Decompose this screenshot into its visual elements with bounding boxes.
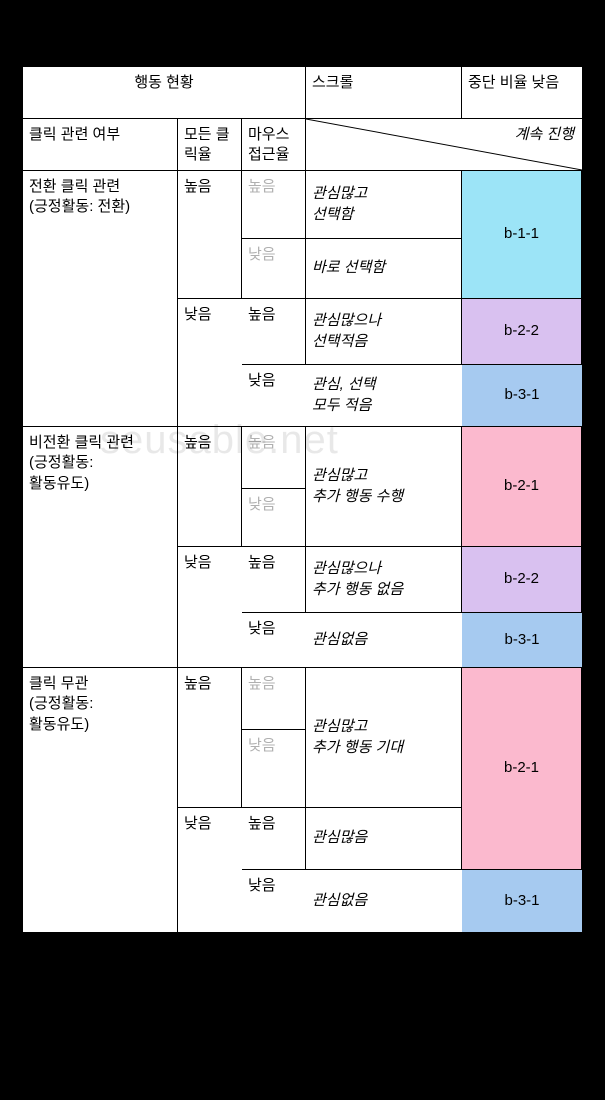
hdr-scroll-text: 스크롤: [312, 73, 455, 93]
mouse-level-text: 낮음: [248, 245, 299, 265]
group-row: 클릭 무관 (긍정활동: 활동유도)높음낮음높음낮음높음낮음관심많고 추가 행동…: [23, 668, 582, 932]
group-title: 전환 클릭 관련 (긍정활동: 전환): [29, 177, 171, 218]
click-level-high: 높음: [178, 427, 242, 547]
mouse-level-text: 높음: [248, 814, 299, 834]
click-level-high-text: 높음: [184, 674, 235, 694]
desc-cell-text: 관심많음: [312, 828, 455, 848]
mouse-level: 낮음: [242, 365, 306, 427]
hdr-click-rate-text: 모든 클릭율: [184, 125, 235, 166]
hdr-abort-text: 중단 비율 낮음: [468, 73, 576, 93]
mouse-level: 높음: [242, 547, 306, 613]
desc-cell: 관심없음: [306, 613, 462, 668]
desc-cell-text: 관심많으나 추가 행동 없음: [312, 559, 455, 600]
tag-cell-text: b-3-1: [504, 630, 539, 650]
hdr-continue-text: 계속 진행: [515, 125, 574, 145]
tag-cell-text: b-2-2: [504, 569, 539, 589]
group-title: 클릭 무관 (긍정활동: 활동유도): [29, 674, 171, 735]
desc-cell-text: 관심, 선택 모두 적음: [312, 375, 456, 416]
tag-cell-text: b-3-1: [504, 891, 539, 911]
click-level-high-text: 높음: [184, 433, 235, 453]
desc-cell-text: 관심없음: [312, 630, 456, 650]
desc-cell: 바로 선택함: [306, 239, 462, 299]
hdr-click-related: 클릭 관련 여부: [23, 119, 178, 171]
mouse-level-text: 높음: [248, 674, 299, 694]
hdr-mouse-text: 마우스 접근율: [248, 125, 299, 166]
mouse-level: 낮음: [242, 239, 306, 299]
group-row: 비전환 클릭 관련 (긍정활동: 활동유도)높음낮음높음낮음높음낮음관심많고 추…: [23, 427, 582, 668]
mouse-level: 높음: [242, 171, 306, 239]
mouse-level: 낮음: [242, 730, 306, 808]
tag-cell: b-3-1: [462, 870, 582, 932]
mouse-level-text: 낮음: [248, 619, 300, 639]
click-level-low: 낮음: [178, 299, 242, 427]
desc-cell-text: 관심많고 선택함: [312, 184, 455, 225]
hdr-scroll: 스크롤: [306, 67, 462, 119]
click-level-low-text: 낮음: [184, 814, 236, 834]
click-level-high-text: 높음: [184, 177, 235, 197]
group-title-cell: 클릭 무관 (긍정활동: 활동유도): [23, 668, 178, 932]
mouse-level: 낮음: [242, 489, 306, 547]
tag-cell: b-2-2: [462, 299, 582, 365]
desc-cell: 관심많으나 추가 행동 없음: [306, 547, 462, 613]
table-body: 전환 클릭 관련 (긍정활동: 전환)높음낮음높음낮음높음낮음관심많고 선택함바…: [23, 171, 582, 932]
tag-cell: b-3-1: [462, 613, 582, 668]
desc-cell: 관심, 선택 모두 적음: [306, 365, 462, 427]
tag-cell-text: b-3-1: [504, 385, 539, 405]
click-level-low: 낮음: [178, 808, 242, 932]
desc-cell: 관심많음: [306, 808, 462, 870]
click-level-high: 높음: [178, 171, 242, 299]
click-level-low-text: 낮음: [184, 305, 236, 325]
tag-cell: b-2-1: [462, 668, 582, 870]
desc-cell: 관심많으나 선택적음: [306, 299, 462, 365]
click-level-low: 낮음: [178, 547, 242, 668]
tag-cell: b-3-1: [462, 365, 582, 427]
mouse-level-text: 높음: [248, 553, 299, 573]
mouse-level-text: 낮음: [248, 371, 300, 391]
desc-cell: 관심많고 추가 행동 수행: [306, 427, 462, 547]
mouse-level: 높음: [242, 299, 306, 365]
hdr-click-related-text: 클릭 관련 여부: [29, 125, 171, 145]
tag-cell-text: b-2-1: [504, 476, 539, 496]
mouse-level-text: 높음: [248, 177, 299, 197]
tag-cell: b-2-2: [462, 547, 582, 613]
desc-cell: 관심많고 선택함: [306, 171, 462, 239]
mouse-level-text: 높음: [248, 305, 299, 325]
hdr-abort: 중단 비율 낮음: [462, 67, 582, 119]
mouse-level-text: 높음: [248, 433, 299, 453]
desc-cell-text: 관심많고 추가 행동 수행: [312, 466, 455, 507]
hdr-diag: 계속 진행: [306, 119, 582, 171]
mouse-level: 낮음: [242, 870, 306, 932]
tag-cell: b-2-1: [462, 427, 582, 547]
click-level-low-text: 낮음: [184, 553, 236, 573]
mouse-level-text: 낮음: [248, 876, 300, 896]
tag-cell: b-1-1: [462, 171, 582, 299]
header-row-1: 행동 현황 스크롤 중단 비율 낮음: [23, 67, 582, 119]
group-row: 전환 클릭 관련 (긍정활동: 전환)높음낮음높음낮음높음낮음관심많고 선택함바…: [23, 171, 582, 427]
desc-cell: 관심없음: [306, 870, 462, 932]
click-level-high: 높음: [178, 668, 242, 808]
tag-cell-text: b-1-1: [504, 224, 539, 244]
group-title-cell: 비전환 클릭 관련 (긍정활동: 활동유도): [23, 427, 178, 668]
mouse-level: 낮음: [242, 613, 306, 668]
mouse-level-text: 낮음: [248, 495, 299, 515]
desc-cell-text: 바로 선택함: [312, 258, 455, 278]
classification-table: 행동 현황 스크롤 중단 비율 낮음 클릭 관련 여부 모든 클릭율 마우스 접…: [20, 64, 585, 935]
header-row-2: 클릭 관련 여부 모든 클릭율 마우스 접근율 계속 진행: [23, 119, 582, 171]
desc-cell-text: 관심많고 추가 행동 기대: [312, 717, 455, 758]
hdr-mouse: 마우스 접근율: [242, 119, 306, 171]
group-title-cell: 전환 클릭 관련 (긍정활동: 전환): [23, 171, 178, 427]
desc-cell-text: 관심많으나 선택적음: [312, 311, 455, 352]
desc-cell: 관심많고 추가 행동 기대: [306, 668, 462, 808]
tag-cell-text: b-2-2: [504, 321, 539, 341]
mouse-level: 높음: [242, 668, 306, 730]
hdr-behavior-text: 행동 현황: [134, 73, 193, 93]
hdr-behavior: 행동 현황: [23, 67, 306, 119]
mouse-level: 높음: [242, 427, 306, 489]
desc-cell-text: 관심없음: [312, 891, 456, 911]
hdr-click-rate: 모든 클릭율: [178, 119, 242, 171]
group-title: 비전환 클릭 관련 (긍정활동: 활동유도): [29, 433, 171, 494]
mouse-level: 높음: [242, 808, 306, 870]
tag-cell-text: b-2-1: [504, 758, 539, 778]
mouse-level-text: 낮음: [248, 736, 299, 756]
